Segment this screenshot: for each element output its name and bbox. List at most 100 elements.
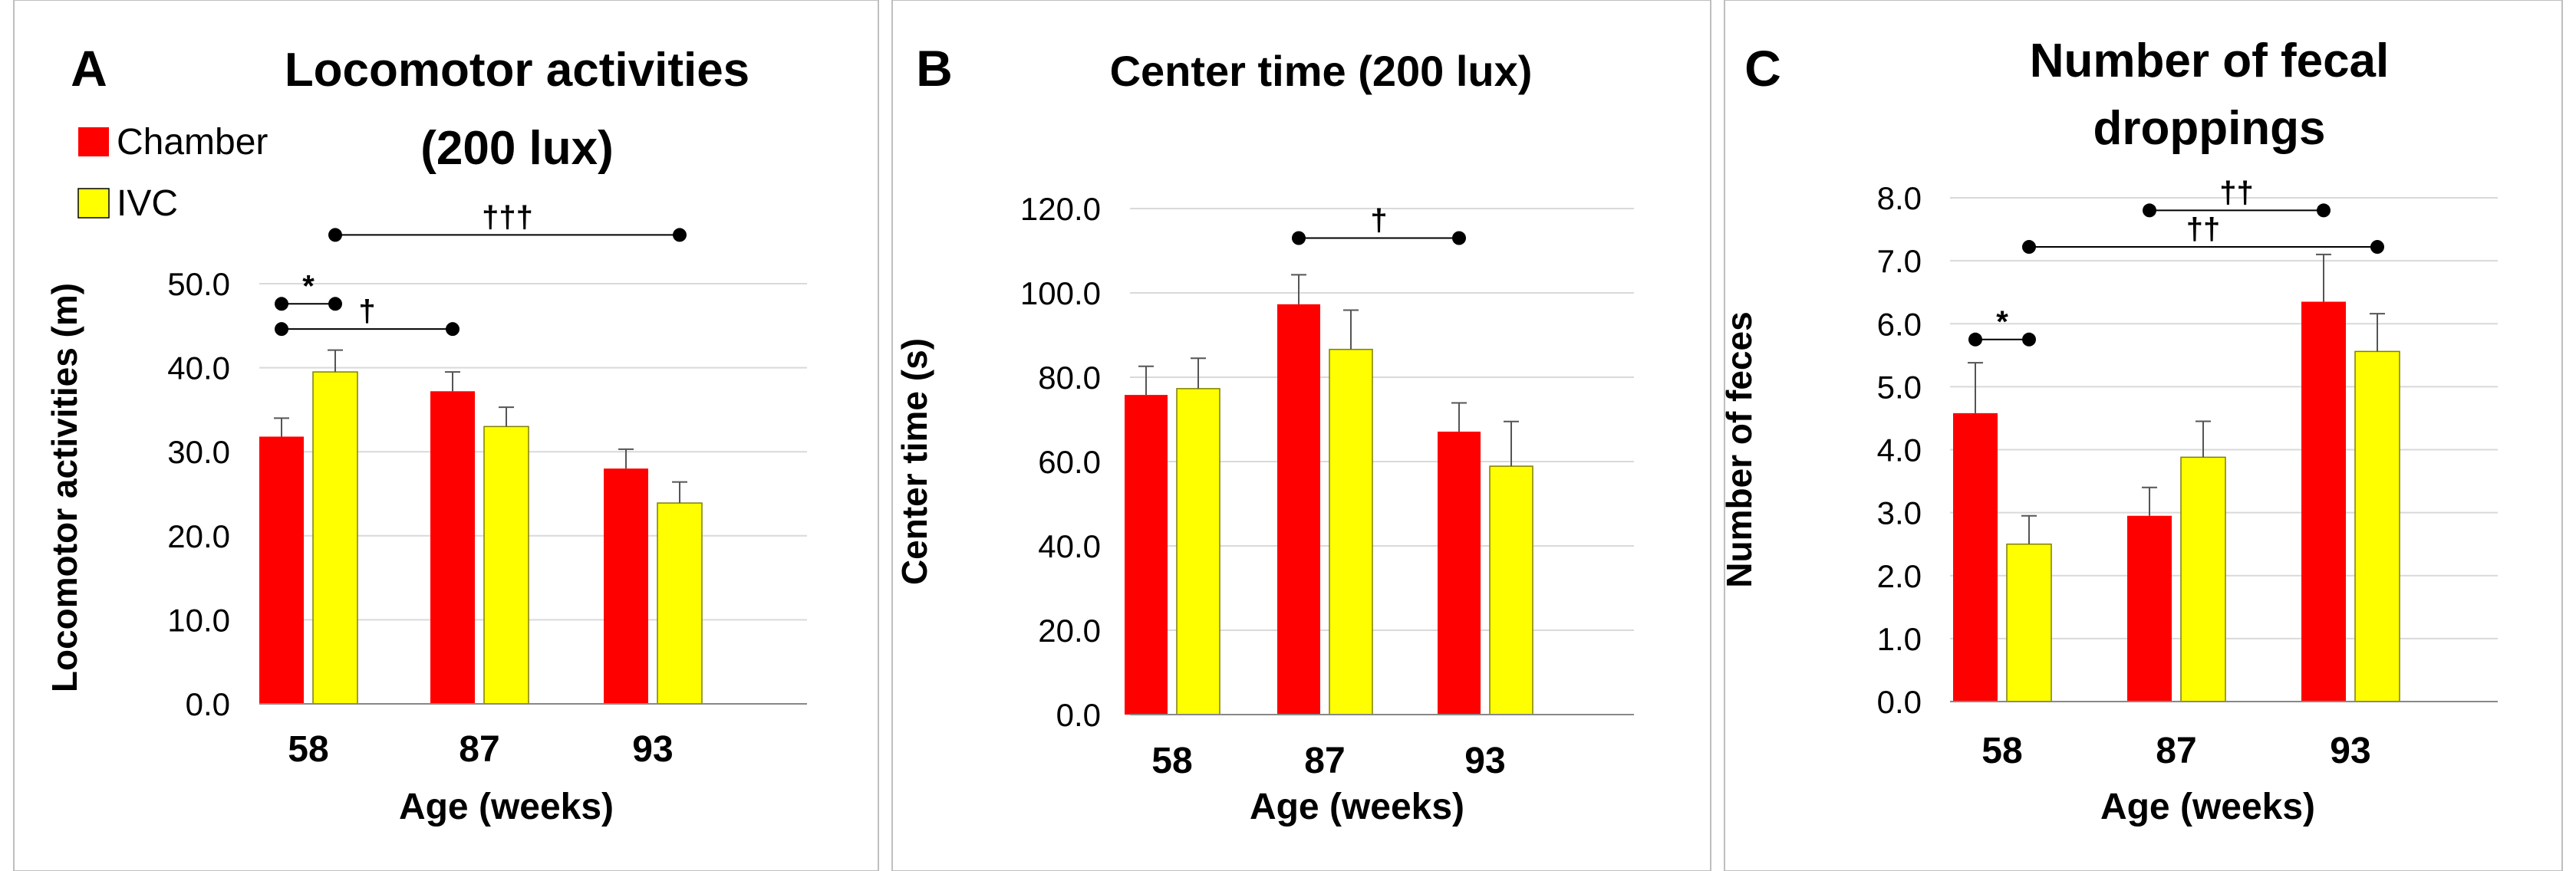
chart-title-line: (200 lux) [420,122,614,175]
x-tick-label: 93 [632,729,673,770]
y-tick-label: 50.0 [167,266,230,302]
panel-letter: B [916,40,953,97]
significance-label: * [302,269,315,303]
significance-label: * [1996,305,2008,339]
y-axis-title: Locomotor activities (m) [44,283,84,692]
chart-title-line: droppings [2093,102,2325,155]
significance-dot [1452,231,1466,245]
chart-title-line: Number of fecal [2030,35,2390,87]
x-tick-label: 58 [1151,741,1192,781]
significance-label: ††† [482,200,533,234]
y-tick-label: 20.0 [1038,613,1101,649]
legend-swatch-ivc [77,188,110,219]
significance-bracket: † [275,294,460,337]
y-tick-label: 0.0 [1877,684,1922,720]
significance-dot [2370,240,2384,255]
y-tick-label: 0.0 [1056,697,1101,733]
significance-dot [446,322,460,337]
significance-bracket: ††† [328,200,687,242]
legend-label-chamber: Chamber [117,122,268,163]
significance-bracket: †† [2022,212,2384,255]
x-axis-title: Age (weeks) [2100,787,2315,827]
y-tick-label: 5.0 [1877,369,1922,405]
significance-label: †† [2219,176,2254,209]
bar-chamber-93 [604,468,648,704]
bar-ivc-58 [1176,388,1220,715]
y-tick-label: 40.0 [167,350,230,386]
bar-chamber-87 [2127,515,2172,702]
panel-a: A Locomotor activities (200 lux) 0.0 10.0 20.… [13,0,879,871]
x-tick-label: 93 [2330,731,2370,771]
significance-label: † [1370,204,1387,238]
significance-dot [673,228,687,242]
y-axis-title: Number of feces [1719,311,1759,587]
significance-dot [2022,240,2036,255]
legend-swatch-chamber [78,127,109,156]
panel-b: B Center time (200 lux) 0.0 20.0 40.0 60.0 80.… [891,0,1711,871]
y-tick-label: 1.0 [1877,621,1922,657]
significance-label: † [358,294,375,328]
y-tick-label: 20.0 [167,518,230,554]
significance-bracket: * [275,269,342,311]
chart-title-line: Center time (200 lux) [1110,47,1533,95]
bar-ivc-93 [657,502,703,705]
y-tick-label: 60.0 [1038,444,1101,480]
x-tick-label: 58 [288,729,328,770]
y-tick-label: 2.0 [1877,558,1922,594]
x-tick-label: 87 [1304,741,1345,781]
bar-chamber-87 [430,391,475,704]
y-tick-label: 3.0 [1877,495,1922,531]
y-tick-label: 100.0 [1020,275,1101,311]
y-tick-label: 10.0 [167,602,230,638]
significance-dot [2022,332,2036,347]
bar-ivc-58 [312,371,358,705]
x-axis-title: Age (weeks) [399,787,614,827]
significance-dot [328,297,342,311]
y-tick-label: 40.0 [1038,528,1101,564]
bar-chamber-58 [1953,412,1998,702]
bar-ivc-87 [1329,348,1373,715]
panel-frame [13,0,879,871]
y-tick-label: 6.0 [1877,306,1922,342]
legend: Chamber IVC [77,122,268,224]
bar-chamber-93 [2301,301,2346,702]
x-tick-label: 87 [459,729,499,770]
chart-title-line: Locomotor activities [285,44,749,97]
panel-c: C Number of fecal droppings 0.0 1.0 2.0 3.0 4.0… [1719,0,2563,871]
y-tick-label: 120.0 [1020,191,1101,227]
y-tick-label: 30.0 [167,434,230,470]
bar-chamber-58 [1125,395,1168,715]
panel-letter: C [1744,40,1781,97]
significance-dot [1292,231,1306,245]
significance-bracket: * [1968,305,2036,347]
significance-dot [328,228,342,242]
y-tick-label: 7.0 [1877,243,1922,279]
significance-bracket: †† [2143,176,2331,218]
y-tick-label: 0.0 [186,686,230,722]
bar-chamber-58 [259,436,304,704]
significance-dot [2317,203,2331,218]
panel-frame [891,0,1711,871]
y-axis-title: Center time (s) [894,338,934,585]
y-tick-label: 8.0 [1877,180,1922,216]
y-tick-label: 4.0 [1877,432,1922,468]
bar-chamber-87 [1277,304,1320,715]
x-tick-label: 93 [1464,741,1505,781]
legend-label-ivc: IVC [117,183,178,224]
significance-dot [275,322,288,337]
significance-dot [2143,203,2156,218]
y-tick-label: 80.0 [1038,360,1101,396]
significance-dot [275,297,288,311]
x-tick-label: 58 [1981,731,2022,771]
significance-label: †† [2186,212,2221,246]
panel-letter: A [71,40,107,97]
bar-ivc-87 [483,426,529,705]
bar-ivc-87 [2180,456,2226,702]
bar-ivc-93 [2354,350,2400,702]
significance-bracket: † [1292,204,1466,245]
x-tick-label: 87 [2156,731,2196,771]
x-axis-title: Age (weeks) [1250,787,1464,827]
panel-frame [1724,0,2563,871]
bar-ivc-93 [1489,465,1533,715]
bar-chamber-93 [1438,431,1481,715]
